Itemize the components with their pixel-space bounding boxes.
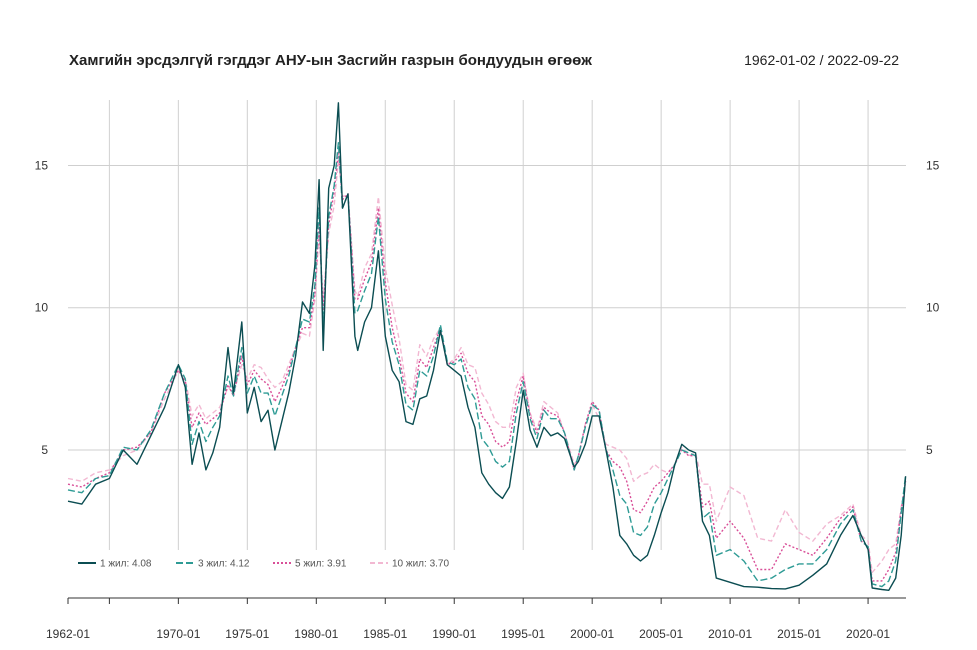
x-tick-label: 1962-01 bbox=[46, 627, 90, 641]
x-tick-label: 1995-01 bbox=[501, 627, 545, 641]
x-tick-label: 2020-01 bbox=[846, 627, 890, 641]
legend-label: 5 жил: 3.91 bbox=[295, 559, 347, 570]
series-line-4 bbox=[67, 159, 907, 574]
y-tick-label-left: 5 bbox=[41, 443, 48, 457]
grid-lines bbox=[68, 100, 906, 550]
x-tick-label: 1975-01 bbox=[225, 627, 269, 641]
x-tick-label: 2010-01 bbox=[708, 627, 752, 641]
x-tick-label: 1985-01 bbox=[363, 627, 407, 641]
series-line-3 bbox=[67, 150, 907, 582]
x-tick-label: 2015-01 bbox=[777, 627, 821, 641]
date-range: 1962-01-02 / 2022-09-22 bbox=[744, 52, 899, 68]
y-tick-label-left: 10 bbox=[35, 301, 49, 315]
y-tick-label-right: 5 bbox=[926, 443, 933, 457]
legend-label: 3 жил: 4.12 bbox=[198, 559, 250, 570]
legend-label: 1 жил: 4.08 bbox=[100, 559, 152, 570]
x-tick-label: 1990-01 bbox=[432, 627, 476, 641]
y-tick-label-right: 10 bbox=[926, 301, 940, 315]
series-line-1 bbox=[67, 102, 907, 591]
x-tick-label: 1970-01 bbox=[156, 627, 200, 641]
y-tick-label-right: 15 bbox=[926, 158, 940, 172]
axes: 1962-01 1970-01 1975-01 1980-01 1985-01 1990-… bbox=[35, 158, 940, 641]
x-tick-label: 2005-01 bbox=[639, 627, 683, 641]
y-tick-label-left: 15 bbox=[35, 158, 49, 172]
x-tick-label: 2000-01 bbox=[570, 627, 614, 641]
legend-label: 10 жил: 3.70 bbox=[392, 559, 449, 570]
series-lines bbox=[67, 102, 907, 591]
series-line-2 bbox=[67, 142, 907, 588]
x-tick-label: 1980-01 bbox=[294, 627, 338, 641]
chart-title: Хамгийн эрсдэлгүй гэгддэг АНУ-ын Засгийн… bbox=[69, 52, 592, 69]
legend-background bbox=[70, 552, 450, 574]
legend: 1 жил: 4.08 3 жил: 4.12 5 жил: 3.91 10 жил:… bbox=[70, 552, 450, 574]
